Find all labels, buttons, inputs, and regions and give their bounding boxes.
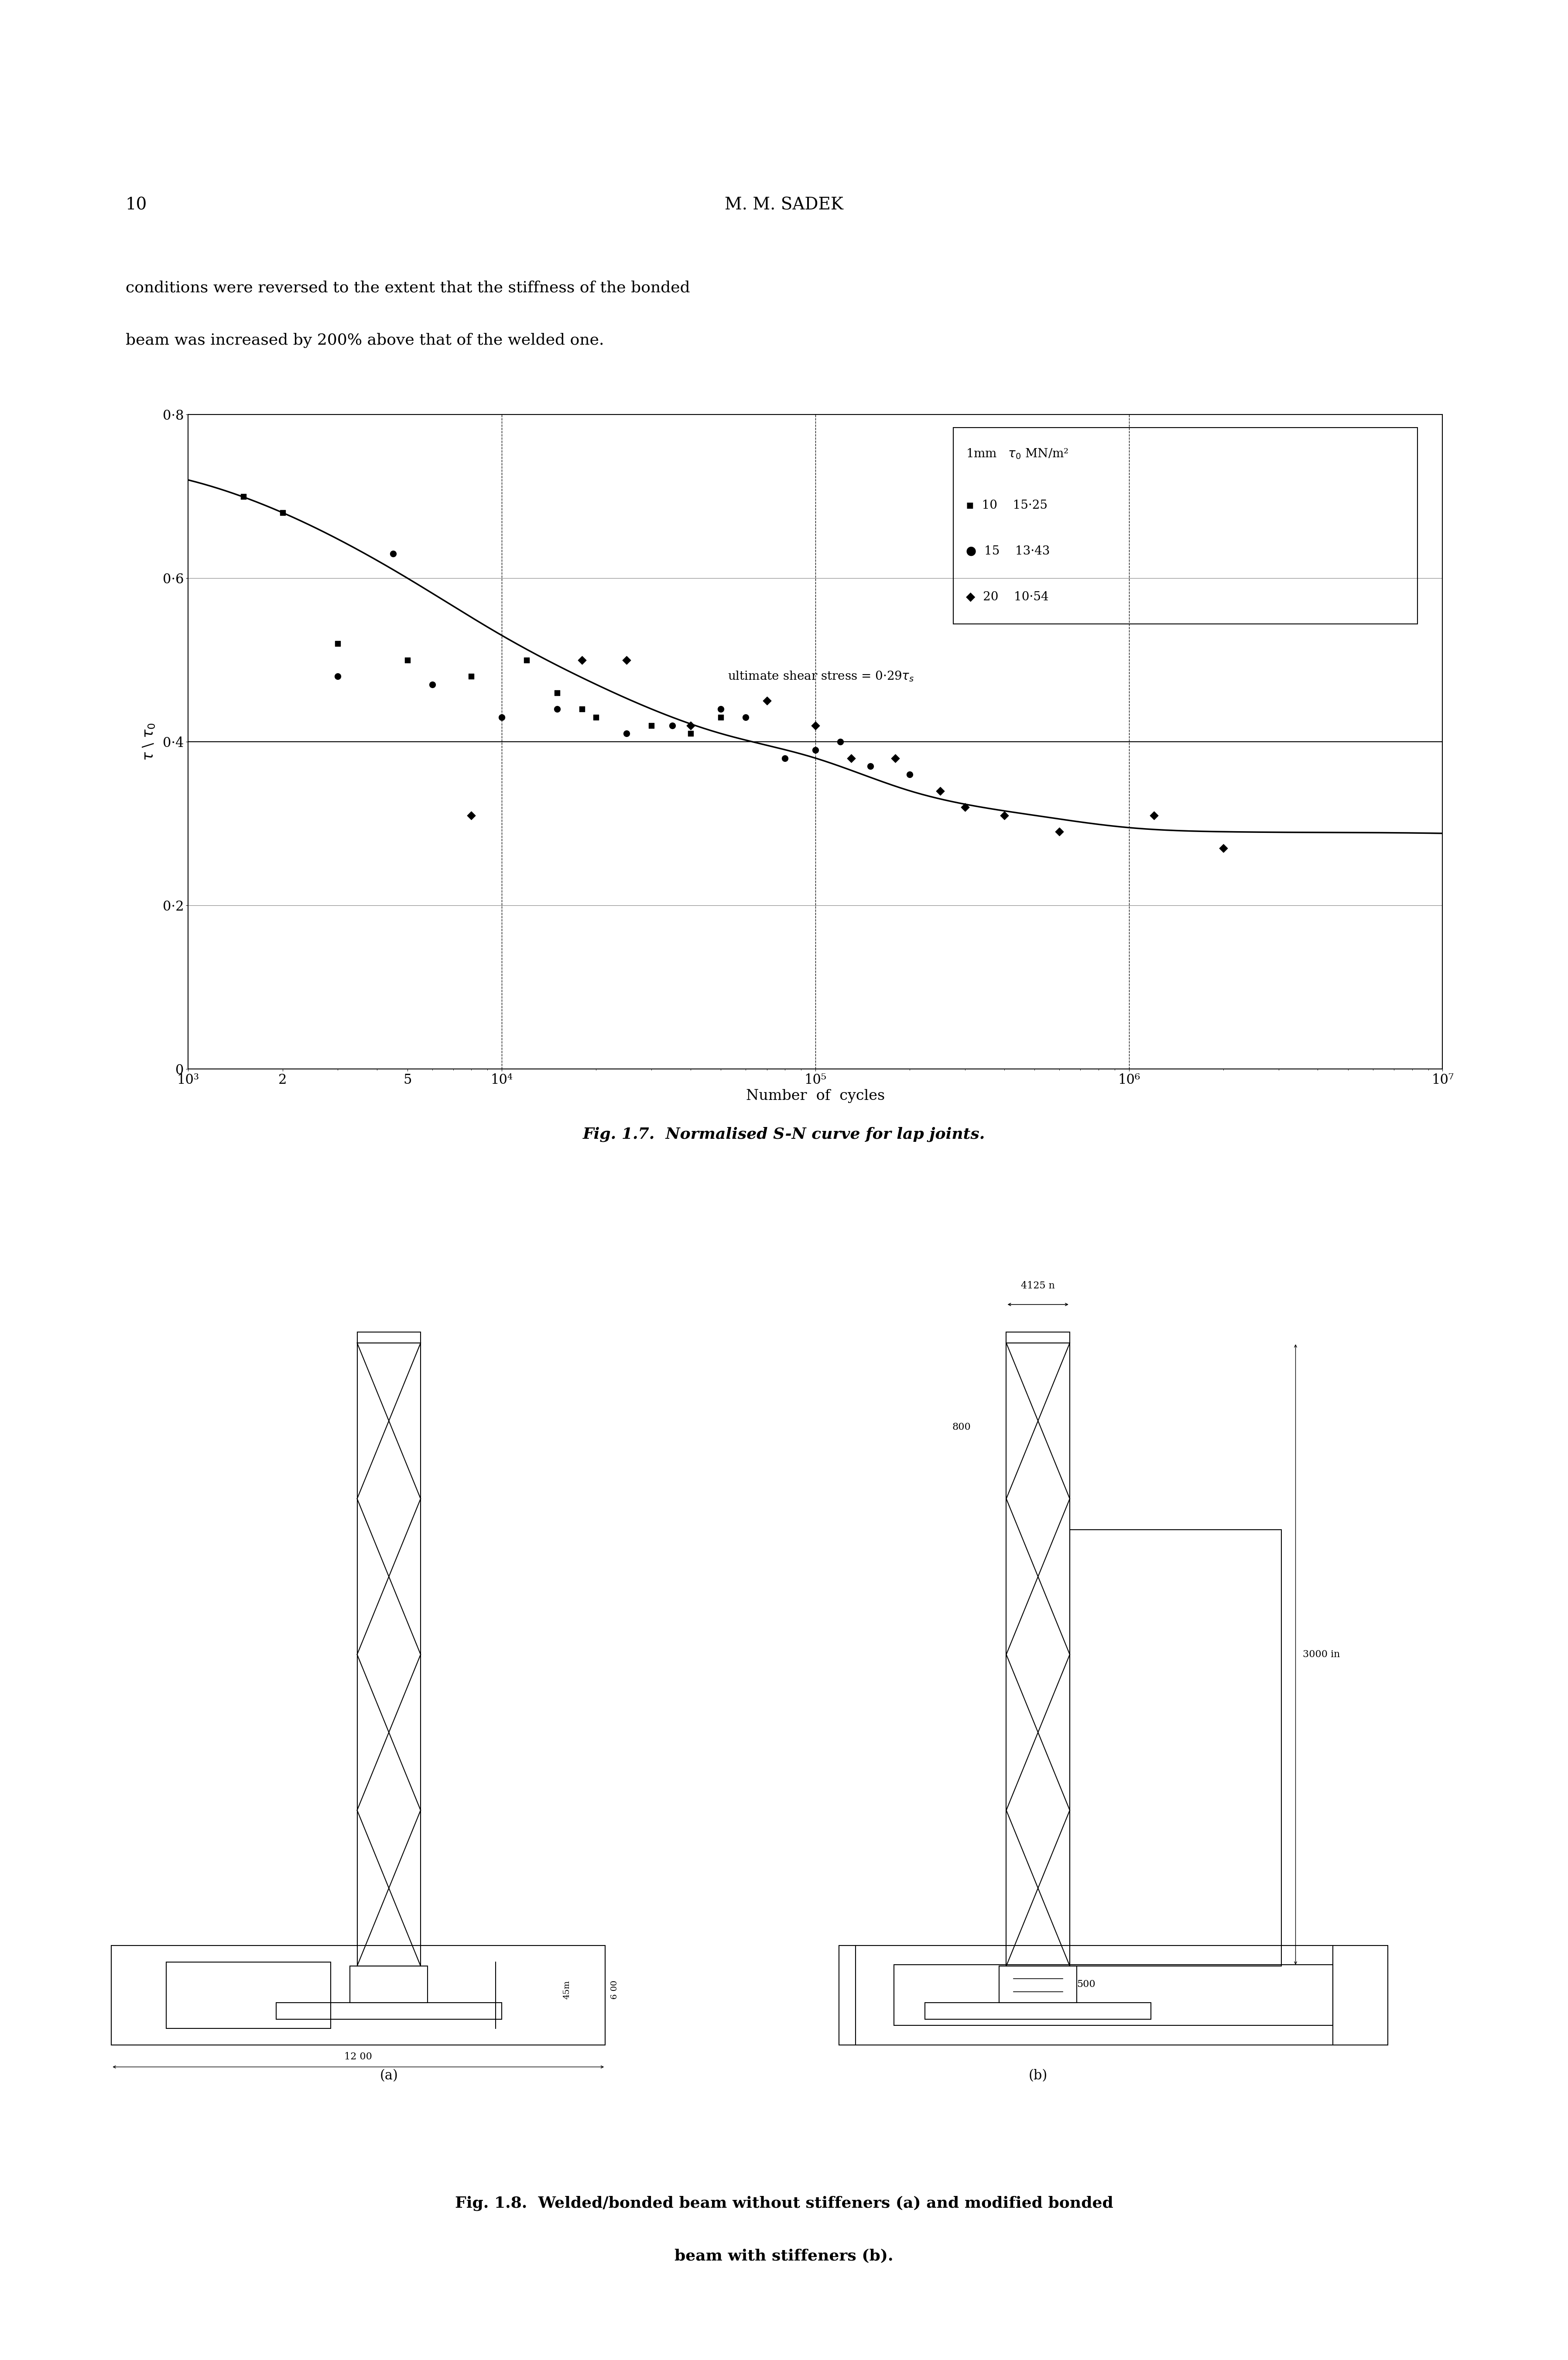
Point [897, 755, 922, 793]
Point [1210, 828, 1236, 866]
Text: 4125 n: 4125 n [1021, 1281, 1055, 1291]
Text: ●  15    13·43: ● 15 13·43 [966, 545, 1051, 557]
Point [773, 739, 798, 776]
Text: ultimate shear stress = 0·29$\tau_s$: ultimate shear stress = 0·29$\tau_s$ [728, 670, 914, 682]
Bar [1069, 1529, 1281, 1966]
Point [544, 673, 569, 710]
Point [638, 706, 663, 743]
Bar [358, 1343, 420, 1966]
Point [569, 689, 594, 727]
Point [803, 706, 828, 743]
Point [709, 689, 734, 727]
Point [325, 658, 350, 696]
Point [270, 493, 295, 531]
Text: 500: 500 [1077, 1980, 1096, 1989]
Point [459, 795, 485, 833]
Bar [358, 1331, 420, 1343]
Bar [953, 427, 1417, 623]
Bar [925, 2004, 1151, 2020]
Bar [839, 1945, 1388, 2044]
Bar [1007, 1331, 1069, 1343]
Point [677, 706, 702, 743]
Point [1047, 812, 1073, 850]
X-axis label: Number  of  cycles: Number of cycles [746, 1090, 884, 1102]
Point [325, 625, 350, 663]
Bar [1007, 1343, 1069, 1966]
Text: 6 00: 6 00 [610, 1980, 619, 1999]
Point [991, 795, 1016, 833]
Text: 800: 800 [952, 1423, 971, 1433]
Bar [111, 1945, 605, 2044]
Bar [999, 1966, 1077, 2004]
Point [677, 715, 702, 753]
Text: (b): (b) [1029, 2070, 1047, 2084]
Point [754, 682, 779, 720]
Point [709, 699, 734, 736]
Point [583, 699, 608, 736]
Point [839, 739, 864, 776]
Text: conditions were reversed to the extent that the stiffness of the bonded: conditions were reversed to the extent t… [125, 281, 690, 295]
Point [883, 739, 908, 776]
Text: Fig. 1.8.  Welded/bonded beam without stiffeners (a) and modified bonded: Fig. 1.8. Welded/bonded beam without sti… [455, 2195, 1113, 2211]
Text: ▪  10    15·25: ▪ 10 15·25 [966, 500, 1047, 512]
Point [615, 642, 640, 680]
Text: Fig. 1.7.  Normalised S-N curve for lap joints.: Fig. 1.7. Normalised S-N curve for lap j… [583, 1126, 985, 1142]
Text: beam with stiffeners (b).: beam with stiffeners (b). [674, 2249, 894, 2263]
Text: 12 00: 12 00 [345, 2051, 372, 2060]
Point [395, 642, 420, 680]
Text: M. M. SADEK: M. M. SADEK [724, 196, 844, 212]
Point [420, 666, 445, 703]
Text: 10: 10 [125, 196, 147, 212]
Bar [894, 1966, 1333, 2025]
Bar [276, 2004, 502, 2020]
Point [489, 699, 514, 736]
Point [514, 642, 539, 680]
Point [615, 715, 640, 753]
Point [544, 689, 569, 727]
Bar [166, 1961, 331, 2027]
Text: 45m: 45m [563, 1980, 571, 1999]
Point [660, 706, 685, 743]
Bar [350, 1966, 428, 2004]
Point [928, 772, 953, 809]
Text: 1mm   $\tau_0$ MN/m²: 1mm $\tau_0$ MN/m² [966, 446, 1068, 460]
Point [952, 788, 977, 826]
Y-axis label: $\tau$ \ $\tau_0$: $\tau$ \ $\tau_0$ [141, 722, 157, 760]
Point [230, 477, 256, 514]
Point [858, 748, 883, 786]
Point [734, 699, 759, 736]
Text: beam was increased by 200% above that of the welded one.: beam was increased by 200% above that of… [125, 333, 604, 347]
Point [828, 722, 853, 760]
Point [381, 536, 406, 573]
Text: 3000 in: 3000 in [1303, 1650, 1341, 1659]
Point [803, 732, 828, 769]
Text: ◆  20    10·54: ◆ 20 10·54 [966, 592, 1049, 604]
Point [459, 658, 485, 696]
Point [569, 642, 594, 680]
Text: (a): (a) [379, 2070, 398, 2084]
Point [1142, 795, 1167, 833]
